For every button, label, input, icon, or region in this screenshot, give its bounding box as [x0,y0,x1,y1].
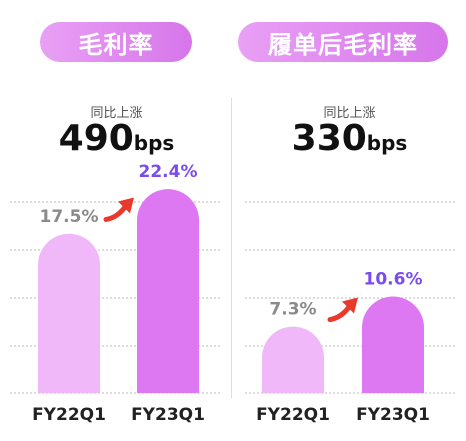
change-value: 490 [58,118,134,159]
chart-title: 履单后毛利率 [268,30,418,59]
increase-arrow-icon [103,197,134,222]
change-subtitle: 同比上涨 [323,106,376,121]
bar-fy23q1 [137,189,199,393]
chart-title-pill-gross-margin: 毛利率 [40,22,192,62]
bar-fy22q1 [262,326,324,393]
data-label: 22.4% [139,162,198,182]
change-value-block: 490bps [0,118,233,159]
bar-fy22q1 [38,233,100,393]
chart-title-pill-fulfilled-gross-margin: 履单后毛利率 [238,22,448,62]
panel-divider [231,98,232,398]
data-label: 10.6% [364,270,423,290]
change-unit: bps [133,131,175,155]
bar-fy23q1 [362,296,424,393]
change-value: 330 [291,118,367,159]
x-tick-label: FY23Q1 [131,405,205,425]
x-tick-label: FY22Q1 [32,405,106,425]
data-label: 7.3% [269,300,316,320]
x-tick-label: FY22Q1 [256,405,330,425]
x-tick-label: FY23Q1 [356,405,430,425]
chart-title: 毛利率 [78,30,154,59]
change-subtitle: 同比上涨 [90,106,143,121]
change-unit: bps [366,131,408,155]
data-label: 17.5% [40,207,99,227]
change-value-block: 330bps [233,118,466,159]
increase-arrow-icon [327,297,358,323]
